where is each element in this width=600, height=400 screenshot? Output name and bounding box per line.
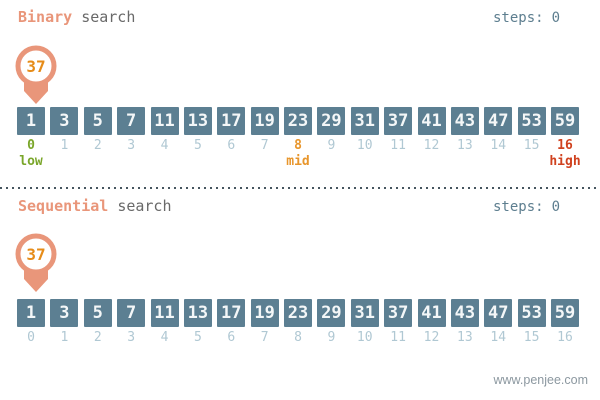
- array-index-label: 15: [523, 330, 540, 345]
- binary-title-keyword: Binary: [18, 8, 73, 26]
- array-index-label: 4: [160, 138, 169, 153]
- array-index-label: 3: [127, 138, 136, 153]
- array-cell: 11: [150, 299, 179, 327]
- array-index-label: 8: [294, 138, 302, 153]
- array-cell: 3: [50, 107, 79, 135]
- sequential-steps-value: 0: [551, 199, 560, 215]
- marker-ring-icon: [15, 233, 57, 275]
- array-index-label: 2: [93, 138, 102, 153]
- array-cell: 17: [217, 299, 246, 327]
- sequential-steps-counter: steps: 0: [493, 199, 560, 215]
- array-cell: 23: [284, 107, 312, 135]
- array-cell: 1: [17, 299, 45, 327]
- array-index-label: 16: [557, 138, 573, 153]
- panel-divider: [0, 187, 600, 189]
- array-cell: 43: [450, 299, 479, 327]
- array-index-label: 5: [193, 330, 202, 345]
- array-cell: 53: [517, 299, 546, 327]
- binary-steps-counter: steps: 0: [493, 10, 560, 26]
- website-url: www.penjee.com: [493, 373, 589, 387]
- marker-ring-icon: [15, 45, 57, 87]
- sequential-panel-title: Sequential search: [18, 197, 172, 215]
- array-cell: 7: [117, 107, 146, 135]
- high-pointer-label: high: [549, 154, 581, 169]
- sequential-target-marker: 37: [15, 233, 57, 292]
- array-index-label: 11: [390, 138, 406, 153]
- array-index-label: 16: [557, 330, 573, 345]
- array-index-label: 2: [93, 330, 102, 345]
- array-cell: 59: [551, 299, 579, 327]
- sequential-index-row: 0 1 2 3 4 5 6 7 8 9 10 11 12 13 14 15 16: [17, 330, 579, 345]
- binary-panel-header: Binary search steps: 0: [18, 8, 560, 26]
- array-index-label: 12: [423, 330, 440, 345]
- binary-panel-title: Binary search: [18, 8, 135, 26]
- array-cell: 29: [317, 299, 346, 327]
- binary-target-value: 37: [26, 57, 45, 76]
- array-index-label: 1: [60, 330, 69, 345]
- array-cell: 13: [183, 299, 212, 327]
- array-cell: 41: [417, 299, 446, 327]
- array-index-label: 14: [490, 138, 507, 153]
- sequential-title-rest: search: [117, 197, 172, 215]
- array-cell: 29: [317, 107, 346, 135]
- sequential-steps-label: steps:: [492, 199, 544, 215]
- array-index-label: 7: [260, 138, 269, 153]
- array-index-label: 13: [457, 138, 473, 153]
- array-index-label: 10: [356, 138, 373, 153]
- array-cell: 59: [551, 107, 579, 135]
- array-index-label: 3: [127, 330, 136, 345]
- array-index-label: 6: [227, 330, 236, 345]
- array-cell: 5: [83, 107, 112, 135]
- sequential-array: 1 3 5 7 11 13 17 19 23 29 31 37 41 43 47 53 59: [17, 299, 579, 327]
- array-index-label: 1: [60, 138, 69, 153]
- array-index-label: 0: [27, 138, 35, 153]
- array-index-label: 7: [260, 330, 269, 345]
- array-cell: 37: [384, 299, 413, 327]
- array-cell: 37: [384, 107, 413, 135]
- sequential-title-keyword: Sequential: [18, 197, 109, 215]
- array-cell: 11: [150, 107, 179, 135]
- low-pointer-label: low: [19, 154, 43, 169]
- array-index-label: 13: [457, 330, 473, 345]
- array-cell: 43: [450, 107, 479, 135]
- array-cell: 47: [484, 107, 513, 135]
- array-index-label: 6: [227, 138, 236, 153]
- binary-index-row: 0 1 2 3 4 5 6 7 8 9 10 11 12 13 14 15 16: [17, 138, 579, 153]
- array-index-label: 12: [423, 138, 440, 153]
- array-index-label: 0: [27, 330, 35, 345]
- array-cell: 13: [183, 107, 212, 135]
- array-cell: 1: [17, 107, 45, 135]
- array-index-label: 4: [160, 330, 169, 345]
- array-index-label: 9: [327, 138, 336, 153]
- array-cell: 31: [350, 107, 379, 135]
- array-cell: 41: [417, 107, 446, 135]
- array-cell: 31: [350, 299, 379, 327]
- binary-title-rest: search: [81, 8, 136, 26]
- mid-pointer-label: mid: [286, 154, 310, 169]
- binary-steps-label: steps:: [492, 10, 544, 26]
- array-index-label: 9: [327, 330, 336, 345]
- sequential-target-value: 37: [26, 245, 45, 264]
- array-cell: 5: [83, 299, 112, 327]
- binary-steps-value: 0: [551, 10, 560, 26]
- array-cell: 23: [284, 299, 312, 327]
- array-index-label: 11: [390, 330, 406, 345]
- binary-target-marker: 37: [15, 45, 57, 104]
- array-cell: 19: [250, 299, 279, 327]
- array-index-label: 10: [356, 330, 373, 345]
- array-index-label: 5: [193, 138, 202, 153]
- array-index-label: 15: [523, 138, 540, 153]
- array-cell: 53: [517, 107, 546, 135]
- array-cell: 17: [217, 107, 246, 135]
- array-cell: 19: [250, 107, 279, 135]
- array-cell: 7: [117, 299, 146, 327]
- array-cell: 3: [50, 299, 79, 327]
- sequential-panel-header: Sequential search steps: 0: [18, 197, 560, 215]
- array-index-label: 14: [490, 330, 507, 345]
- binary-array: 1 3 5 7 11 13 17 19 23 29 31 37 41 43 47 53 59: [17, 107, 579, 135]
- array-cell: 47: [484, 299, 513, 327]
- array-index-label: 8: [294, 330, 302, 345]
